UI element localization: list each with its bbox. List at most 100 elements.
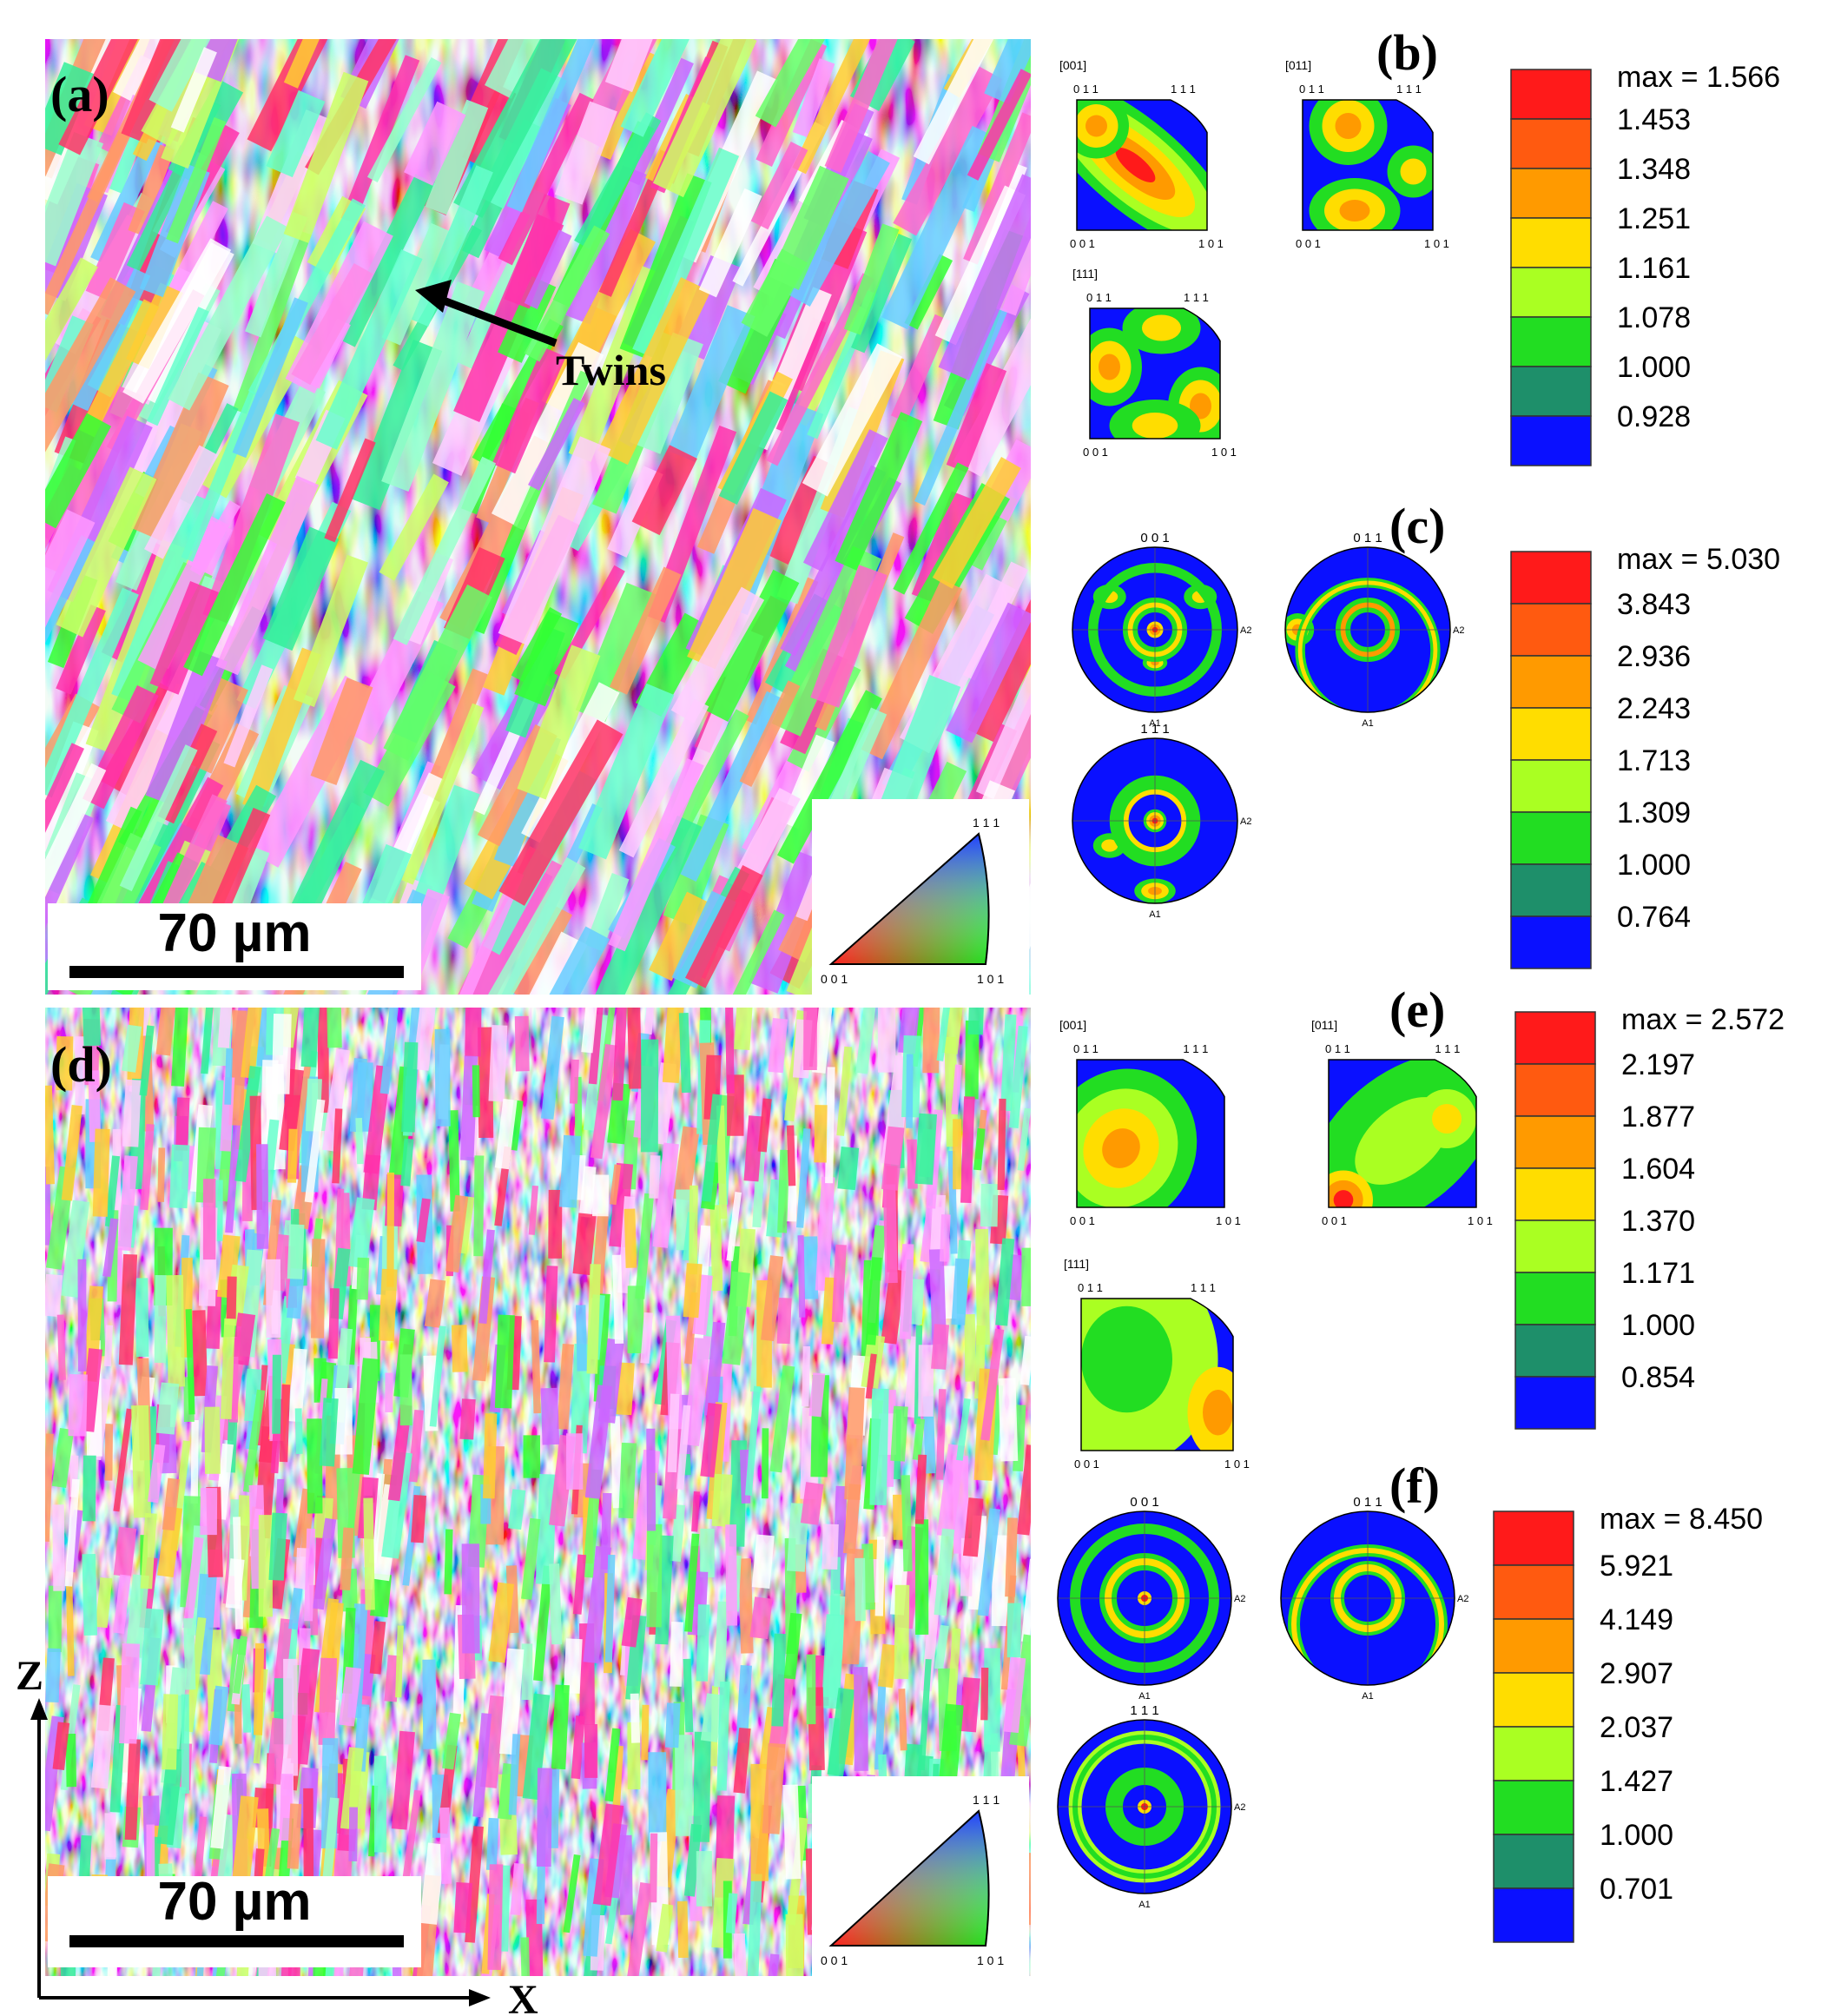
grain (641, 1704, 650, 1761)
grain (649, 1155, 661, 1199)
grain (242, 1389, 266, 1493)
grain (45, 813, 95, 953)
ipf-e-001-title: [001] (1059, 1018, 1086, 1032)
grain (683, 1823, 703, 1897)
grain (315, 249, 423, 450)
grain (45, 509, 96, 639)
grain (850, 234, 913, 354)
grain (725, 1893, 738, 1933)
grain (810, 565, 888, 708)
grain (121, 39, 221, 144)
grain (183, 1617, 196, 1690)
grain-overlay-a (45, 39, 1031, 995)
grain (393, 456, 497, 645)
grain (45, 257, 98, 423)
legend-f-swatch (1493, 1618, 1574, 1674)
grain (644, 1008, 656, 1035)
ipf-e-011-bl: 0 0 1 (1322, 1214, 1347, 1227)
grain (898, 1689, 907, 1751)
legend-f-level: 2.907 (1600, 1657, 1673, 1690)
grain (241, 1684, 252, 1733)
grain (822, 1524, 839, 1570)
ipf-b-011-title: [011] (1285, 58, 1311, 72)
grain (627, 1286, 644, 1354)
grain (340, 55, 420, 224)
grain (630, 332, 703, 454)
grain (771, 1633, 787, 1727)
grain (445, 1194, 469, 1273)
grain (285, 221, 393, 393)
grain (640, 1312, 653, 1364)
grain (683, 1658, 694, 1733)
grain (157, 1147, 166, 1202)
grain (696, 1604, 710, 1682)
sample-axes: Z X (16, 1653, 538, 2016)
legend-f-swatch (1493, 1726, 1574, 1781)
grain (226, 1276, 237, 1319)
legend-b-max: max = 1.566 (1617, 61, 1780, 94)
grain (922, 1008, 940, 1074)
grain (755, 39, 841, 128)
grain (593, 1293, 610, 1403)
ipf-plots-b: 0 1 1 1 1 1 0 0 1 1 0 1 [001] 0 1 1 1 1 1 0 0 1… (1059, 58, 1449, 459)
grain (936, 1008, 956, 1061)
grain (574, 112, 662, 249)
grain (258, 1515, 274, 1617)
grain (483, 1413, 498, 1499)
legend-c-level: 3.843 (1617, 588, 1691, 621)
grain (511, 906, 573, 995)
grain (575, 582, 657, 723)
grain (701, 1094, 723, 1202)
grain (624, 1882, 652, 1976)
grain (131, 1405, 152, 1518)
legend-f-level: 1.427 (1600, 1765, 1673, 1798)
legend-c-level: 1.000 (1617, 849, 1691, 882)
panel-label-b: (b) (1376, 24, 1438, 81)
grain (288, 1587, 303, 1630)
grain (387, 1404, 412, 1502)
grain (340, 1527, 354, 1590)
grain (854, 1667, 868, 1771)
grain (991, 1535, 1009, 1627)
grain (664, 1702, 681, 1748)
grain (77, 1259, 87, 1372)
grain (293, 554, 368, 708)
grain (140, 1512, 157, 1590)
grain (230, 1795, 259, 1901)
grain (147, 1444, 166, 1504)
grain (1006, 1603, 1021, 1658)
legend-e-level: 1.000 (1621, 1309, 1695, 1342)
grain (881, 1126, 905, 1191)
grain (973, 1127, 986, 1171)
legend-b-level: 1.161 (1617, 252, 1691, 285)
grain (253, 1643, 265, 1735)
grain (894, 1584, 910, 1679)
grain (881, 1268, 906, 1345)
grain (82, 1455, 96, 1522)
grain (369, 1621, 386, 1675)
grain (997, 1098, 1006, 1191)
legend-f-level: 4.149 (1600, 1603, 1673, 1636)
grain (478, 1229, 495, 1325)
grain (620, 39, 690, 137)
grain (874, 1537, 886, 1616)
grain (104, 1155, 121, 1227)
grain (473, 1155, 485, 1257)
grain (814, 1105, 828, 1163)
grain (967, 1008, 985, 1035)
grain (934, 1624, 949, 1670)
grain (103, 1325, 114, 1367)
legend-e-swatch (1514, 1272, 1596, 1325)
grain (918, 1658, 932, 1771)
grain (667, 1393, 680, 1473)
grain (201, 1008, 216, 1074)
grain (1008, 1025, 1028, 1128)
ipf-b-111-tr: 1 1 1 (1184, 291, 1209, 304)
grain (635, 1193, 655, 1299)
grain (967, 69, 1031, 181)
grain (584, 1723, 598, 1778)
legend-e-swatch (1514, 1220, 1596, 1273)
legend-b-level: 0.928 (1617, 400, 1691, 433)
grain (761, 1428, 769, 1499)
ipf-key-d-top: 1 1 1 (973, 1793, 1000, 1807)
